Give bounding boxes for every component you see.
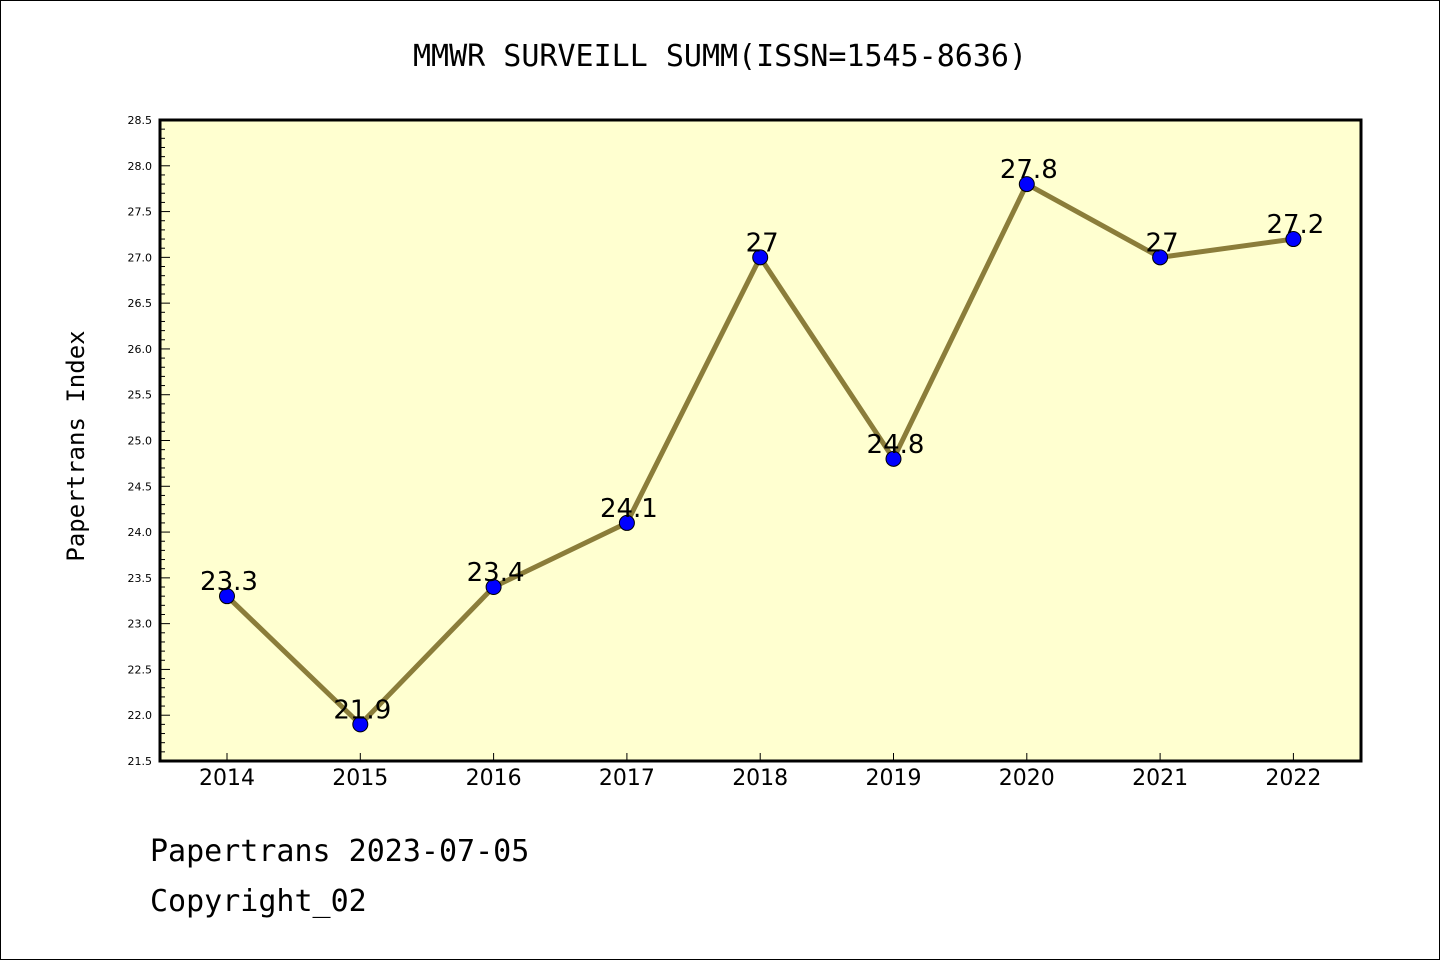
y-tick-label: 28.5 [128, 114, 153, 127]
data-label: 23.3 [200, 567, 258, 597]
markers-group [219, 176, 1302, 733]
x-tick-label: 2021 [1132, 766, 1188, 791]
data-label: 24.1 [600, 494, 658, 524]
data-point [1285, 231, 1302, 248]
y-tick-label: 22.0 [128, 709, 153, 722]
data-point [485, 579, 502, 596]
data-point [752, 249, 769, 266]
x-tick-label: 2019 [866, 766, 922, 791]
data-labels-group: 23.3 21.9 23.4 24.1 27 24.8 27.8 27 27.2 [200, 155, 1324, 725]
data-label: 24.8 [867, 430, 925, 460]
y-tick-label: 26.5 [128, 297, 153, 310]
x-tick-label: 2016 [466, 766, 522, 791]
x-tick-label: 2018 [732, 766, 788, 791]
footer-date: Papertrans 2023-07-05 [150, 834, 530, 869]
x-tick-label: 2015 [332, 766, 388, 791]
plot-area [158, 118, 1363, 763]
x-tick-label: 2020 [999, 766, 1055, 791]
y-tick-label: 25.5 [128, 389, 153, 402]
y-tick-label: 25.0 [128, 435, 153, 448]
y-tick-label: 28.0 [128, 160, 153, 173]
y-axis: 21.5 22.0 22.5 23.0 23.5 24.0 24.5 25.0 25.5 26.0… [128, 114, 170, 768]
y-tick-label: 26.0 [128, 343, 153, 356]
x-axis: 2014 2015 2016 2017 2018 2019 2020 2021 2022 [199, 753, 1321, 791]
data-point [885, 450, 902, 467]
data-label: 23.4 [467, 558, 525, 588]
y-tick-label: 27.5 [128, 206, 153, 219]
data-label: 27 [1146, 228, 1179, 258]
data-label: 27 [746, 228, 779, 258]
y-tick-label: 24.5 [128, 480, 153, 493]
y-tick-label: 21.5 [128, 755, 153, 768]
data-point [219, 588, 235, 605]
x-tick-label: 2017 [599, 766, 655, 791]
y-tick-label: 24.0 [128, 526, 153, 539]
footer-copyright: Copyright_02 [150, 884, 367, 919]
y-axis-label: Papertrans Index [62, 330, 90, 561]
x-tick-label: 2022 [1265, 766, 1321, 791]
y-tick-label: 23.0 [128, 618, 153, 631]
y-tick-label: 23.5 [128, 572, 153, 585]
data-label: 27.8 [1000, 155, 1058, 185]
x-tick-label: 2014 [199, 766, 255, 791]
data-label: 21.9 [333, 695, 391, 725]
y-tick-label: 27.0 [128, 251, 153, 264]
data-label: 27.2 [1266, 210, 1324, 240]
data-point [1018, 176, 1035, 193]
y-tick-label: 22.5 [128, 663, 153, 676]
data-point [1152, 249, 1169, 266]
chart-title: MMWR SURVEILL SUMM(ISSN=1545-8636) [413, 39, 1027, 74]
data-point [352, 716, 369, 733]
data-point [618, 514, 635, 531]
